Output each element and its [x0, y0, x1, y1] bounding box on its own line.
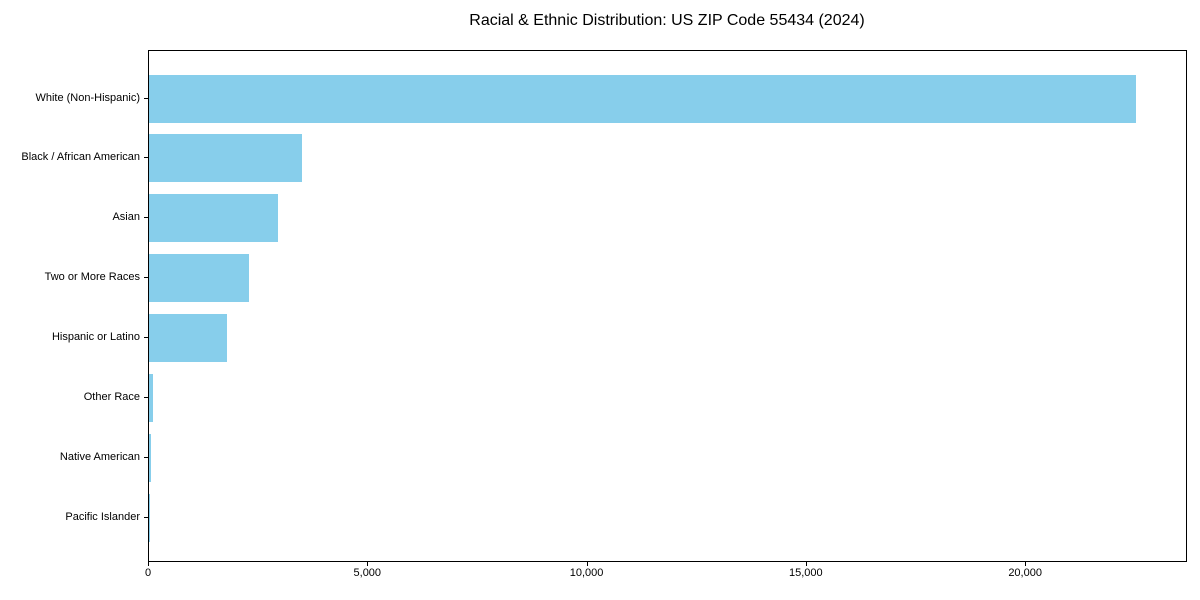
y-tick-mark [144, 337, 148, 339]
y-tick-mark [144, 516, 148, 518]
y-tick-label-pacific-islander: Pacific Islander [65, 510, 140, 523]
bar-native-american [149, 433, 151, 482]
x-tick-mark [1025, 562, 1027, 566]
y-tick-label-white-non-hispanic: White (Non-Hispanic) [35, 91, 140, 104]
y-tick-label-hispanic-or-latino: Hispanic or Latino [51, 331, 140, 344]
bar-hispanic-or-latino [149, 314, 227, 363]
y-tick-label-native-american: Native American [59, 450, 140, 463]
x-tick-mark [586, 562, 588, 566]
x-tick-mark [367, 562, 369, 566]
x-tick-label-0: 0 [144, 567, 152, 579]
x-tick-label-20000: 20,000 [1008, 567, 1042, 579]
bar-asian [149, 194, 278, 243]
chart-title: Racial & Ethnic Distribution: US ZIP Cod… [469, 12, 865, 29]
y-tick-mark [144, 157, 148, 159]
plot-area [148, 50, 1187, 562]
y-tick-label-black-african-american: Black / African American [21, 151, 140, 164]
y-tick-label-asian: Asian [112, 211, 140, 224]
y-tick-mark [144, 217, 148, 219]
bar-black-african-american [149, 134, 302, 183]
bar-other-race [149, 374, 154, 422]
bar-white-non-hispanic [149, 74, 1136, 123]
bar-two-or-more-races [149, 254, 249, 303]
y-tick-label-two-or-more-races: Two or More Races [44, 271, 140, 284]
y-tick-label-other-race: Other Race [83, 391, 140, 403]
x-tick-mark [805, 562, 807, 566]
y-tick-mark [144, 97, 148, 99]
y-tick-mark [144, 397, 148, 398]
x-tick-label-15000: 15,000 [789, 567, 823, 579]
y-tick-mark [144, 456, 148, 458]
y-tick-mark [144, 277, 148, 279]
x-tick-label-10000: 10,000 [569, 567, 604, 579]
x-tick-mark [148, 562, 149, 566]
x-tick-label-5000: 5,000 [353, 567, 382, 579]
